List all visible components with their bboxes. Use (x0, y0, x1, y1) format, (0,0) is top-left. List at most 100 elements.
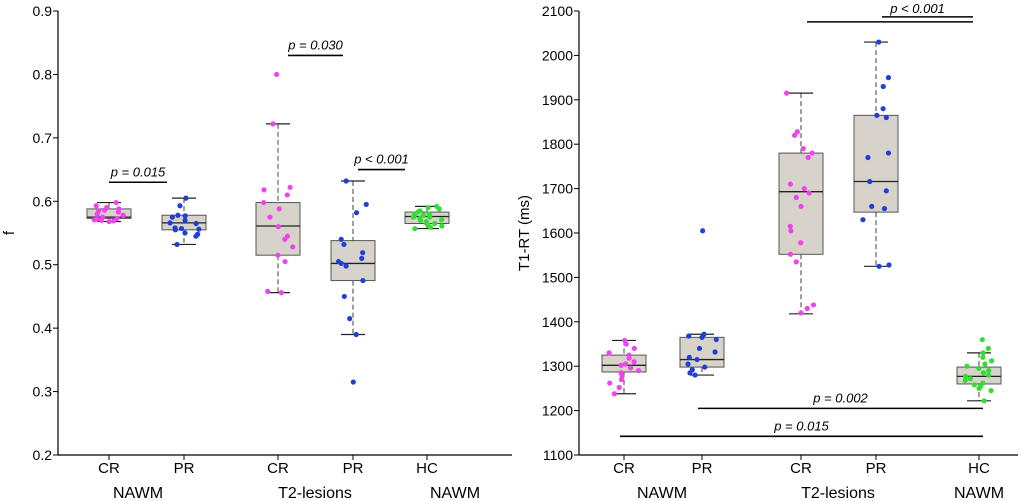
p-value-label: p = 0.015 (110, 164, 166, 179)
group-label: NAWM (637, 485, 687, 501)
data-point (627, 365, 634, 371)
data-point (432, 220, 438, 227)
panel-t1-rt: 1100 1200 1300 1400 1500 1600 1700 1800 1900 2000… (516, 1, 1018, 501)
data-point (971, 382, 977, 388)
data-point (183, 195, 189, 201)
data-point (282, 236, 288, 242)
data-point (798, 203, 804, 209)
data-point (275, 224, 281, 230)
data-point (93, 203, 99, 209)
data-point (270, 121, 276, 127)
data-point (353, 210, 360, 216)
data-point (687, 370, 693, 376)
data-point (287, 184, 293, 190)
data-point (805, 154, 811, 161)
data-point (876, 39, 882, 45)
data-point (417, 217, 424, 223)
data-point (278, 290, 284, 296)
data-point (980, 370, 987, 376)
data-point (806, 190, 812, 196)
category-label-cr: CR (267, 460, 289, 477)
data-point (809, 150, 815, 156)
data-point (881, 205, 888, 212)
data-point (979, 336, 985, 343)
y-tick-label: 0.2 (33, 447, 53, 463)
y-tick-label: 0.6 (33, 193, 53, 209)
y-tick-label: 0.4 (33, 320, 53, 336)
data-point (282, 258, 288, 265)
box-cr (86, 208, 132, 219)
data-point (874, 112, 880, 118)
data-point (700, 228, 706, 234)
data-point (425, 205, 431, 211)
data-point (865, 154, 871, 161)
category-label-pr: PR (692, 460, 713, 477)
data-point (883, 114, 889, 121)
data-point (867, 178, 873, 185)
data-point (860, 217, 866, 223)
y-tick-label: 1900 (542, 92, 573, 108)
data-point (360, 277, 366, 284)
data-point (989, 358, 995, 364)
p-value-label: p < 0.001 (353, 152, 409, 167)
data-point (787, 251, 794, 257)
p-value-label: p = 0.015 (773, 418, 829, 433)
data-point (341, 241, 347, 248)
data-point (261, 187, 267, 193)
data-point (976, 365, 982, 372)
data-point (801, 186, 807, 192)
data-point (99, 217, 105, 223)
data-point (986, 372, 992, 378)
y-axis-label: T1-RT (ms) (516, 195, 533, 271)
data-point (174, 241, 180, 248)
data-point (353, 331, 359, 338)
y-tick-label: 1500 (542, 269, 573, 285)
y-tick-label: 0.7 (33, 130, 53, 146)
data-point (275, 252, 281, 258)
y-tick-label: 1200 (542, 403, 573, 419)
data-point (631, 345, 637, 352)
panel-f: 0.2 0.3 0.4 0.5 0.6 0.7 0.8 0.9 f CR PR CR PR HC NAWM T… (1, 3, 512, 501)
data-point (793, 194, 799, 201)
data-point (177, 203, 183, 209)
data-point (869, 203, 875, 209)
p-value-label: p = 0.002 (812, 390, 868, 405)
data-point (986, 368, 992, 374)
data-point (359, 255, 365, 261)
data-point (686, 354, 692, 360)
data-point (102, 207, 108, 213)
data-point (713, 336, 719, 343)
category-label-pr: PR (174, 460, 195, 477)
y-tick-label: 0.9 (33, 3, 53, 19)
data-point (607, 380, 613, 386)
data-point (694, 356, 700, 363)
data-point (883, 188, 889, 194)
category-label-cr: CR (98, 460, 120, 477)
data-point (427, 224, 433, 230)
data-point (788, 228, 794, 234)
data-point (982, 361, 988, 367)
data-point (696, 345, 703, 352)
data-point (618, 362, 624, 368)
box-cr (778, 152, 824, 255)
data-point (106, 218, 112, 225)
group-label: T2-lesions (278, 485, 352, 501)
data-point (962, 373, 969, 380)
data-point (606, 350, 612, 356)
data-point (635, 368, 642, 374)
data-point (685, 361, 691, 367)
data-point (94, 216, 100, 222)
data-point (439, 223, 445, 229)
data-point (276, 206, 282, 212)
data-point (618, 376, 625, 383)
box-pr (853, 114, 899, 213)
p-value-label: p = 0.030 (287, 37, 343, 52)
data-point (412, 225, 418, 232)
data-point (976, 385, 982, 391)
data-point (798, 240, 804, 246)
data-point (699, 334, 705, 340)
data-point (341, 293, 347, 300)
y-tick-label: 1400 (542, 314, 573, 330)
group-label: NAWM (430, 485, 480, 501)
